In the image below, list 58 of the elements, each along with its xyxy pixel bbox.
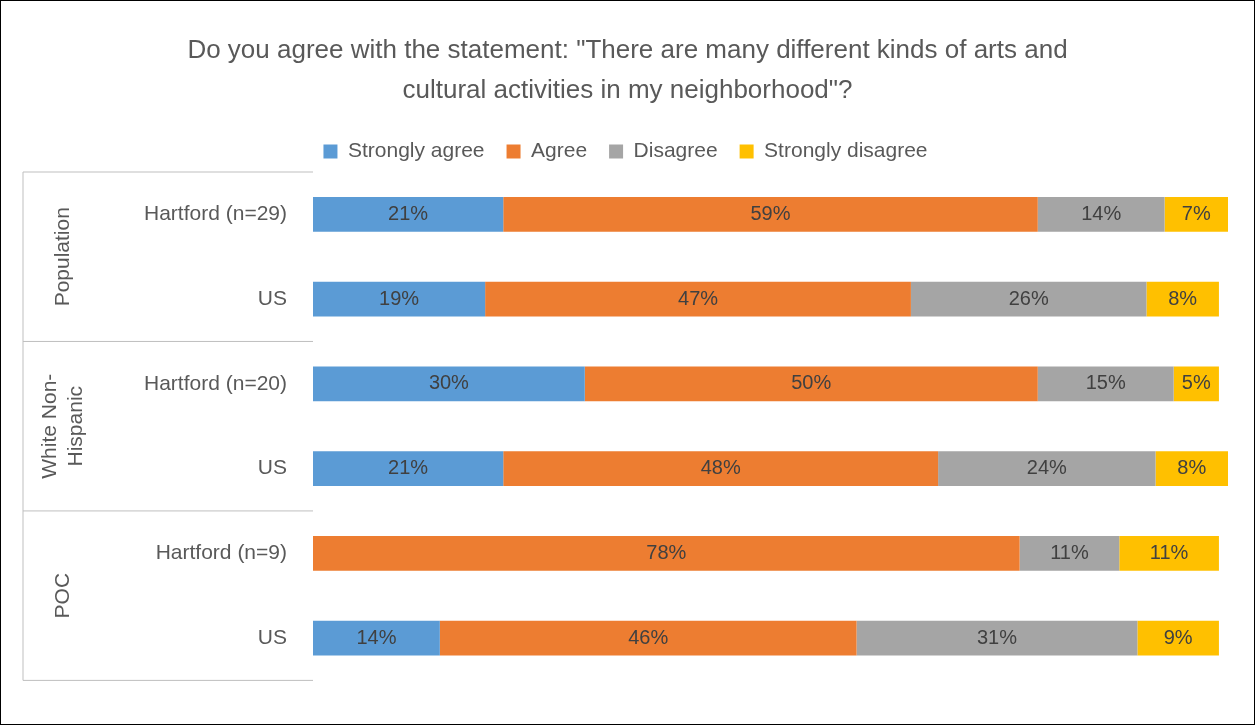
data-label: 30% (428, 371, 470, 394)
bar (938, 451, 1156, 486)
legend-label: Agree (531, 138, 588, 162)
y-tick-label: Hartford (n=9) (155, 540, 287, 564)
data-label: 48% (700, 456, 741, 479)
data-label: 50% (791, 371, 832, 394)
data-label: 11% (1050, 540, 1089, 563)
data-label: 21% (388, 201, 429, 224)
text: Population (49, 207, 73, 307)
bar (1019, 535, 1120, 571)
data-label: 8% (1168, 286, 1198, 309)
data-label: 14% (356, 625, 397, 648)
data-label: 7% (1181, 201, 1211, 224)
bar (584, 366, 1038, 402)
chart-title: Do you agree with the statement: "There are many different kinds of arts and cultural activities in my neighborhood"? (186, 33, 1069, 106)
data-label: 14% (1081, 201, 1122, 224)
data-label: 15% (1085, 371, 1126, 394)
data-label: 46% (628, 625, 669, 648)
data-label: 59% (750, 201, 791, 224)
bar (313, 281, 486, 317)
bar (1164, 197, 1228, 232)
data-label: 26% (1008, 286, 1049, 309)
bar (1037, 197, 1165, 232)
bar (313, 535, 1020, 571)
bar (1155, 451, 1228, 486)
y-tick-label: US (257, 624, 287, 648)
data-label: 78% (646, 540, 687, 563)
bar (485, 281, 911, 317)
data-label: 11% (1149, 540, 1189, 563)
data-label: 47% (678, 286, 719, 309)
data-label: 8% (1177, 456, 1207, 479)
data-label: 9% (1163, 625, 1193, 648)
bar (439, 620, 857, 656)
bar (503, 197, 1038, 232)
legend-label: Strongly agree (347, 138, 485, 162)
data-label: 24% (1026, 456, 1068, 479)
bar (910, 281, 1147, 317)
y-tick-label: Hartford (n=20) (144, 370, 287, 394)
bar (1037, 366, 1174, 402)
y-tick-label: US (257, 455, 287, 479)
data-label: 5% (1181, 371, 1211, 394)
legend-label: Strongly disagree (764, 138, 928, 162)
bar (1137, 620, 1219, 656)
text: White Non-Hispanic (36, 373, 86, 479)
y-tick-label: Hartford (n=29) (144, 201, 287, 225)
legend-label: Disagree (633, 138, 718, 162)
bar (313, 451, 504, 486)
text: POC (49, 572, 73, 619)
bar (313, 366, 585, 402)
y-tick-label: US (257, 285, 287, 309)
bar (313, 620, 440, 656)
bar (856, 620, 1138, 656)
bar (1119, 535, 1219, 571)
data-label: 31% (976, 625, 1018, 648)
bar (313, 197, 504, 232)
data-label: 21% (388, 456, 429, 479)
bar (503, 451, 939, 486)
data-label: 19% (379, 286, 420, 309)
